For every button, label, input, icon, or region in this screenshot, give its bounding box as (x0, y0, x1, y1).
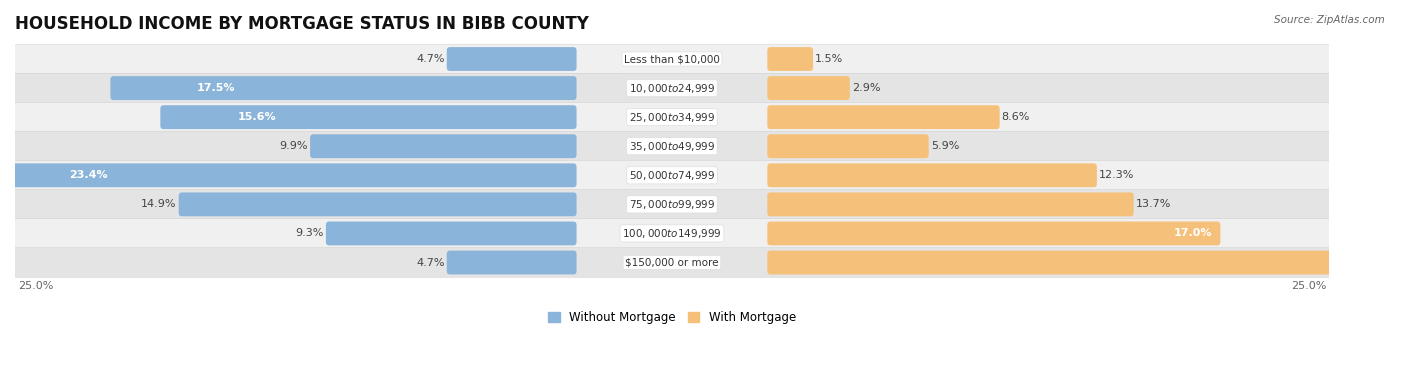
Text: $50,000 to $74,999: $50,000 to $74,999 (628, 169, 716, 182)
Text: $10,000 to $24,999: $10,000 to $24,999 (628, 81, 716, 95)
Text: Source: ZipAtlas.com: Source: ZipAtlas.com (1274, 15, 1385, 25)
Text: 15.6%: 15.6% (238, 112, 276, 122)
Text: $150,000 or more: $150,000 or more (626, 257, 718, 268)
Text: 9.9%: 9.9% (280, 141, 308, 151)
FancyBboxPatch shape (14, 102, 1330, 132)
Text: 2.9%: 2.9% (852, 83, 880, 93)
FancyBboxPatch shape (14, 219, 1330, 248)
Text: $35,000 to $49,999: $35,000 to $49,999 (628, 140, 716, 153)
FancyBboxPatch shape (768, 222, 1220, 245)
Text: 12.3%: 12.3% (1099, 170, 1135, 180)
FancyBboxPatch shape (179, 192, 576, 216)
FancyBboxPatch shape (14, 248, 1330, 277)
Text: 4.7%: 4.7% (416, 257, 444, 268)
FancyBboxPatch shape (768, 192, 1133, 216)
Text: 25.0%: 25.0% (18, 280, 53, 291)
FancyBboxPatch shape (14, 161, 1330, 190)
Text: 23.4%: 23.4% (69, 170, 108, 180)
FancyBboxPatch shape (160, 105, 576, 129)
FancyBboxPatch shape (447, 251, 576, 274)
Text: 9.3%: 9.3% (295, 228, 323, 238)
Text: 1.5%: 1.5% (815, 54, 844, 64)
Legend: Without Mortgage, With Mortgage: Without Mortgage, With Mortgage (543, 306, 801, 329)
Text: 8.6%: 8.6% (1001, 112, 1031, 122)
Text: 4.7%: 4.7% (416, 54, 444, 64)
FancyBboxPatch shape (768, 105, 1000, 129)
FancyBboxPatch shape (14, 73, 1330, 103)
FancyBboxPatch shape (14, 190, 1330, 219)
Text: HOUSEHOLD INCOME BY MORTGAGE STATUS IN BIBB COUNTY: HOUSEHOLD INCOME BY MORTGAGE STATUS IN B… (15, 15, 589, 33)
Text: $25,000 to $34,999: $25,000 to $34,999 (628, 111, 716, 124)
Text: $100,000 to $149,999: $100,000 to $149,999 (623, 227, 721, 240)
FancyBboxPatch shape (0, 163, 576, 187)
FancyBboxPatch shape (14, 132, 1330, 161)
FancyBboxPatch shape (768, 47, 813, 71)
Text: 13.7%: 13.7% (1136, 199, 1171, 209)
FancyBboxPatch shape (768, 251, 1406, 274)
FancyBboxPatch shape (311, 134, 576, 158)
Text: 5.9%: 5.9% (931, 141, 959, 151)
Text: 14.9%: 14.9% (141, 199, 177, 209)
Text: 17.0%: 17.0% (1174, 228, 1212, 238)
FancyBboxPatch shape (447, 47, 576, 71)
Text: Less than $10,000: Less than $10,000 (624, 54, 720, 64)
FancyBboxPatch shape (14, 44, 1330, 74)
FancyBboxPatch shape (326, 222, 576, 245)
Text: 24.3%: 24.3% (1365, 257, 1403, 268)
Text: 17.5%: 17.5% (197, 83, 235, 93)
FancyBboxPatch shape (768, 134, 929, 158)
FancyBboxPatch shape (111, 76, 576, 100)
Text: 25.0%: 25.0% (1291, 280, 1326, 291)
FancyBboxPatch shape (768, 76, 849, 100)
Text: $75,000 to $99,999: $75,000 to $99,999 (628, 198, 716, 211)
FancyBboxPatch shape (768, 163, 1097, 187)
